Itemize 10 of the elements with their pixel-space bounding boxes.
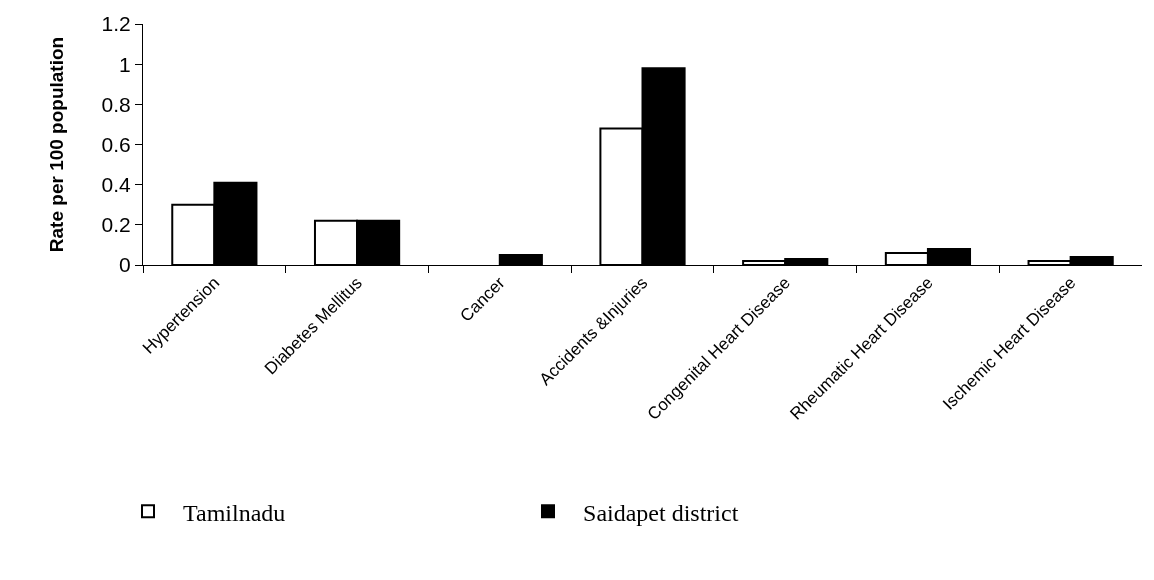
- y-tick-label: 0.2: [101, 213, 131, 237]
- y-tick-label: 0.4: [101, 173, 132, 197]
- legend-label: Tamilnadu: [183, 499, 286, 526]
- legend-label: Saidapet district: [583, 499, 739, 526]
- y-tick-label: 0: [119, 253, 131, 277]
- y-tick-label: 0.8: [101, 92, 131, 116]
- y-tick-label: 1: [119, 52, 131, 76]
- y-tick-label: 1.2: [101, 12, 131, 36]
- y-tick-label: 0.6: [101, 132, 131, 156]
- y-axis-title: Rate per 100 population: [46, 36, 68, 253]
